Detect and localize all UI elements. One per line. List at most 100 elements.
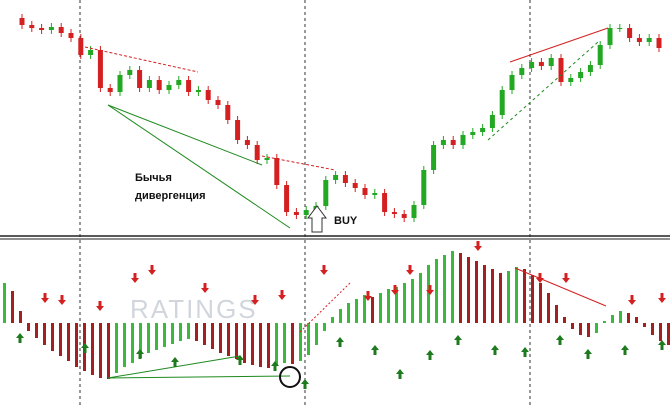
histogram-bar [403, 283, 406, 323]
candle-body [195, 90, 201, 92]
histogram-bar [331, 317, 334, 323]
trend-line [514, 267, 607, 307]
candle-body [489, 115, 495, 128]
candle-body [146, 80, 152, 88]
trend-line [84, 46, 199, 73]
candle-body [607, 28, 613, 45]
histogram-bar [179, 323, 182, 341]
candle-body [264, 158, 270, 160]
candle-body [205, 90, 211, 100]
candle-body [509, 75, 515, 90]
candle-body [382, 193, 388, 212]
histogram-bar [315, 323, 318, 345]
histogram-bar [251, 323, 254, 365]
histogram-bar [419, 273, 422, 323]
trend-line [509, 27, 609, 63]
histogram-bar [243, 323, 246, 363]
annotation: дивергенция [135, 190, 206, 202]
histogram-bar [283, 323, 286, 363]
trend-line [487, 41, 599, 141]
histogram-bar [427, 265, 430, 323]
trend-line [107, 355, 241, 379]
histogram-bar [275, 323, 278, 365]
candle-body [460, 135, 466, 145]
candle-body [352, 183, 358, 188]
histogram-bar [123, 323, 126, 367]
histogram-bar [371, 297, 374, 323]
candle-body [68, 33, 74, 38]
candle-body [617, 28, 623, 29]
histogram-bar [387, 289, 390, 323]
histogram-bar [195, 323, 198, 341]
histogram-bar [435, 259, 438, 323]
candle-body [372, 193, 378, 195]
candle-body [342, 175, 348, 183]
candle-body [519, 68, 525, 75]
candle-body [578, 72, 584, 78]
histogram-bar [27, 323, 30, 331]
candle-body [254, 145, 260, 160]
trend-line [107, 104, 291, 229]
histogram-bar [299, 323, 302, 361]
candle-body [88, 50, 94, 55]
histogram-bar [555, 305, 558, 323]
candle-body [303, 210, 309, 215]
candle-body [401, 214, 407, 218]
candle-body [244, 140, 250, 145]
histogram-bar [499, 273, 502, 323]
histogram-bar [211, 323, 214, 349]
histogram-bar [219, 323, 222, 353]
histogram-bar [267, 323, 270, 368]
candle-body [597, 45, 603, 65]
histogram-bar [483, 265, 486, 323]
histogram-bar [67, 323, 70, 361]
candle-body [39, 28, 45, 30]
candle-body [333, 175, 339, 180]
histogram-bar [347, 303, 350, 323]
candle-body [362, 188, 368, 195]
histogram-bar [75, 323, 78, 367]
histogram-bar [291, 323, 294, 364]
histogram-bar [203, 323, 206, 345]
signal-circle [279, 366, 301, 388]
candle-body [470, 132, 476, 135]
histogram-bar [171, 323, 174, 344]
candle-body [235, 120, 241, 140]
candle-body [529, 62, 535, 68]
histogram-bar [467, 257, 470, 323]
histogram-bar [587, 323, 590, 337]
histogram-bar [571, 323, 574, 329]
histogram-bar [59, 323, 62, 356]
candle-body [450, 140, 456, 145]
marks [3, 14, 670, 379]
candle-body [117, 75, 123, 92]
histogram-bar [627, 313, 630, 323]
histogram-bar [475, 261, 478, 323]
annotation: Бычья [135, 172, 172, 184]
candle-body [78, 38, 84, 55]
histogram-bar [651, 323, 654, 335]
histogram-bar [515, 267, 518, 323]
candle-body [293, 212, 299, 215]
histogram-bar [227, 323, 230, 356]
histogram-bar [43, 323, 46, 345]
histogram-bar [459, 253, 462, 323]
histogram-bar [411, 279, 414, 323]
candle-body [627, 28, 633, 38]
candle-body [107, 88, 113, 92]
candle-body [323, 180, 329, 206]
candle-body [656, 38, 662, 48]
histogram-bar [3, 283, 6, 323]
candle-body [587, 65, 593, 72]
candle-body [391, 212, 397, 214]
histogram-bar [611, 315, 614, 323]
candle-body [137, 70, 143, 88]
candle-body [558, 58, 564, 82]
histogram-bar [595, 323, 598, 333]
histogram-bar [107, 323, 110, 379]
candle-body [156, 80, 162, 90]
histogram-bar [323, 323, 326, 331]
candle-body [538, 62, 544, 66]
histogram-bar [91, 323, 94, 375]
